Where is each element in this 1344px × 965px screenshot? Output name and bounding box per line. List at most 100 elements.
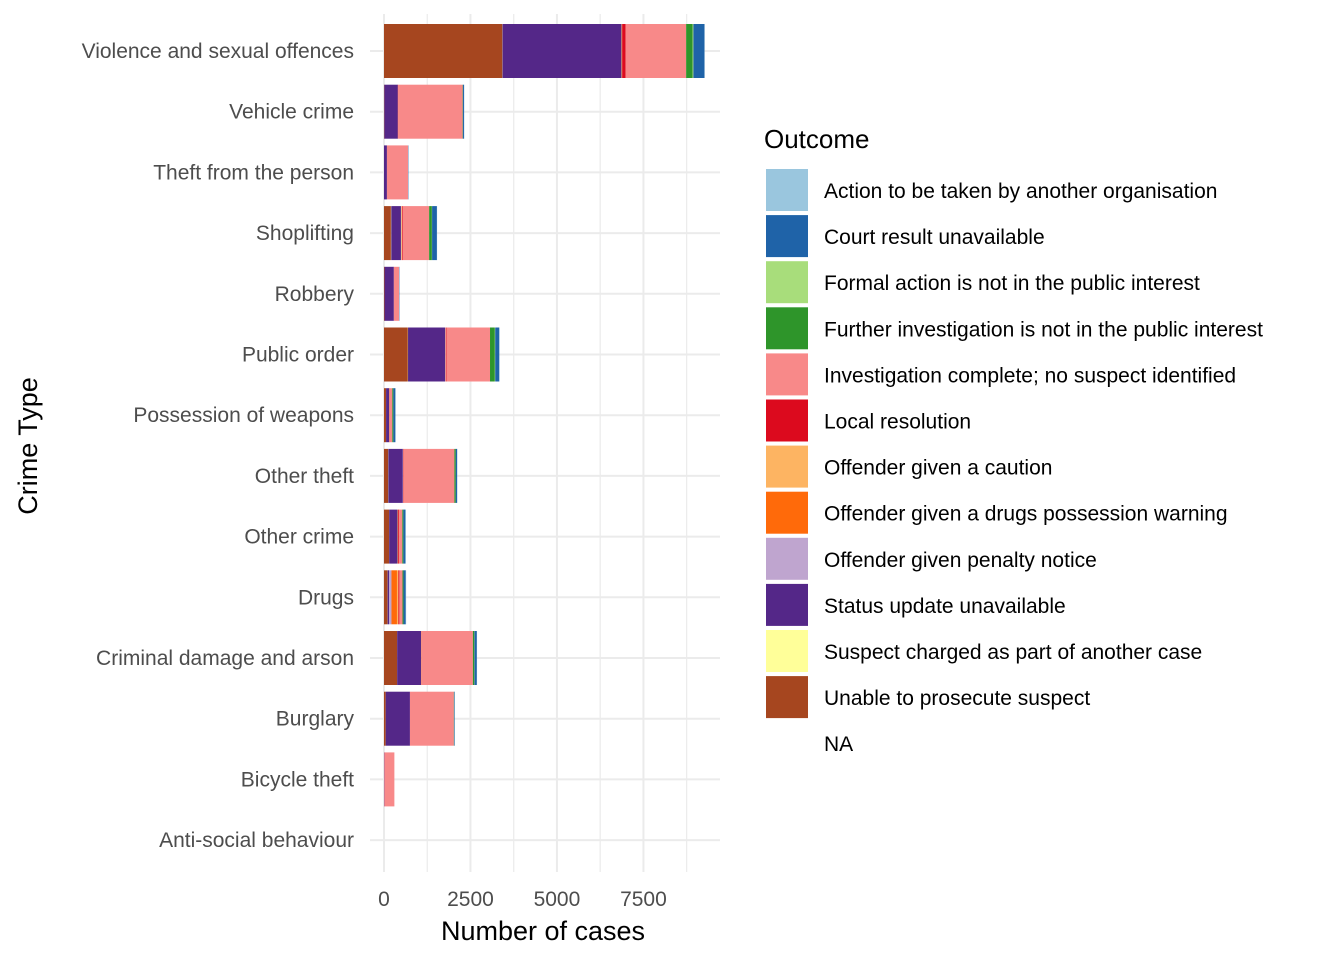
- category-label: Public order: [242, 344, 354, 367]
- legend-swatch-offender-given-penalty-notice: [766, 538, 808, 580]
- legend-label: Formal action is not in the public inter…: [824, 272, 1200, 295]
- bar-segment-offender-given-a-caution: [621, 24, 622, 78]
- bar-stack-violence-and-sexual-offences: [384, 24, 705, 78]
- bar-segment-local-resolution: [446, 328, 447, 382]
- bar-segment-unable-to-prosecute-suspect: [384, 206, 391, 260]
- legend-swatch-formal-action-is-not-in-the-public-interest: [766, 261, 808, 303]
- bar-stack-robbery: [384, 267, 399, 321]
- x-axis-title: Number of cases: [441, 916, 645, 946]
- bar-segment-court-result-unavailable: [404, 570, 406, 624]
- legend-swatch-local-resolution: [766, 400, 808, 442]
- legend: Action to be taken by another organisati…: [766, 169, 1263, 764]
- category-label: Robbery: [275, 283, 355, 306]
- bar-segment-court-result-unavailable: [495, 328, 499, 382]
- bar-segment-status-update-unavailable: [388, 449, 403, 503]
- bar-stack-bicycle-theft: [384, 752, 394, 806]
- x-tick-label: 5000: [534, 888, 581, 911]
- legend-label: Investigation complete; no suspect ident…: [824, 364, 1236, 387]
- bar-segment-investigation-complete-no-suspect-identified: [446, 328, 490, 382]
- bar-segment-further-investigation-is-not-in-the-public-interest: [454, 449, 455, 503]
- legend-swatch-status-update-unavailable: [766, 584, 808, 626]
- bar-segment-status-update-unavailable: [386, 388, 389, 442]
- bar-segment-investigation-complete-no-suspect-identified: [410, 692, 454, 746]
- bar-segment-investigation-complete-no-suspect-identified: [403, 206, 430, 260]
- bar-segment-court-result-unavailable: [403, 510, 405, 564]
- bar-stack-shoplifting: [384, 206, 437, 260]
- bar-segment-local-resolution: [398, 510, 399, 564]
- category-label: Other crime: [244, 526, 354, 549]
- bar-segment-status-update-unavailable: [408, 328, 445, 382]
- bar-stack-burglary: [384, 692, 455, 746]
- bar-stack-drugs: [384, 570, 406, 624]
- bar-segment-status-update-unavailable: [388, 570, 389, 624]
- bar-segment-offender-given-a-caution: [397, 510, 398, 564]
- legend-swatch-na: [766, 722, 808, 764]
- bar-segment-further-investigation-is-not-in-the-public-interest: [403, 570, 404, 624]
- legend-label: Status update unavailable: [824, 595, 1066, 618]
- bar-segment-investigation-complete-no-suspect-identified: [394, 267, 399, 321]
- legend-swatch-court-result-unavailable: [766, 215, 808, 257]
- legend-swatch-offender-given-a-caution: [766, 446, 808, 488]
- legend-label: Offender given a drugs possession warnin…: [824, 503, 1228, 526]
- bar-segment-investigation-complete-no-suspect-identified: [384, 752, 394, 806]
- bar-segment-unable-to-prosecute-suspect: [384, 692, 386, 746]
- bar-segment-court-result-unavailable: [456, 449, 457, 503]
- legend-label: Offender given penalty notice: [824, 549, 1097, 572]
- bar-segment-unable-to-prosecute-suspect: [384, 24, 502, 78]
- bar-segment-further-investigation-is-not-in-the-public-interest: [686, 24, 693, 78]
- legend-label: Unable to prosecute suspect: [824, 687, 1090, 710]
- bar-stack-possession-of-weapons: [384, 388, 395, 442]
- bar-segment-status-update-unavailable: [391, 206, 401, 260]
- bar-segment-court-result-unavailable: [463, 85, 464, 139]
- bar-segment-status-update-unavailable: [502, 24, 621, 78]
- bar-segment-further-investigation-is-not-in-the-public-interest: [402, 510, 403, 564]
- legend-label: Suspect charged as part of another case: [824, 641, 1202, 664]
- legend-title: Outcome: [764, 124, 870, 154]
- bar-stack-other-crime: [384, 510, 406, 564]
- legend-label: NA: [824, 733, 853, 756]
- bar-segment-unable-to-prosecute-suspect: [384, 510, 389, 564]
- y-axis-title: Crime Type: [13, 377, 43, 515]
- bar-stack-public-order: [384, 328, 500, 382]
- bar-segment-status-update-unavailable: [397, 631, 421, 685]
- bar-segment-offender-given-penalty-notice: [389, 570, 391, 624]
- bar-segment-formal-action-is-not-in-the-public-interest: [693, 24, 694, 78]
- category-label: Bicycle theft: [241, 768, 354, 791]
- bar-segment-further-investigation-is-not-in-the-public-interest: [490, 328, 495, 382]
- legend-swatch-action-to-be-taken-by-another-organisation: [766, 169, 808, 211]
- bar-segment-local-resolution: [402, 206, 403, 260]
- bar-segment-investigation-complete-no-suspect-identified: [387, 145, 408, 199]
- bar-segment-investigation-complete-no-suspect-identified: [404, 449, 455, 503]
- legend-label: Action to be taken by another organisati…: [824, 180, 1217, 203]
- bar-stack-other-theft: [384, 449, 457, 503]
- category-label: Shoplifting: [256, 222, 354, 245]
- legend-swatch-investigation-complete-no-suspect-identified: [766, 353, 808, 395]
- legend-swatch-suspect-charged-as-part-of-another-case: [766, 630, 808, 672]
- bar-segment-status-update-unavailable: [384, 145, 387, 199]
- bar-segment-court-result-unavailable: [474, 631, 476, 685]
- bar-segment-investigation-complete-no-suspect-identified: [422, 631, 473, 685]
- bar-segment-unable-to-prosecute-suspect: [384, 388, 386, 442]
- bar-segment-unable-to-prosecute-suspect: [384, 631, 397, 685]
- bar-segment-court-result-unavailable: [393, 388, 395, 442]
- bar-segment-status-update-unavailable: [389, 510, 397, 564]
- bar-segment-status-update-unavailable: [384, 85, 397, 139]
- category-label: Drugs: [298, 586, 354, 609]
- bar-segment-court-result-unavailable: [454, 692, 455, 746]
- bar-stack-vehicle-crime: [384, 85, 464, 139]
- legend-label: Further investigation is not in the publ…: [824, 318, 1263, 341]
- category-label: Vehicle crime: [229, 101, 354, 124]
- x-tick-label: 7500: [620, 888, 667, 911]
- legend-label: Offender given a caution: [824, 457, 1052, 480]
- x-tick-labels: 0 2500 5000 7500: [378, 888, 667, 911]
- bar-segment-unable-to-prosecute-suspect: [384, 570, 387, 624]
- bar-stack-criminal-damage-and-arson: [384, 631, 477, 685]
- category-label: Violence and sexual offences: [82, 40, 354, 63]
- category-label: Burglary: [276, 708, 355, 731]
- bar-segment-local-resolution: [622, 24, 625, 78]
- bar-segment-further-investigation-is-not-in-the-public-interest: [473, 631, 474, 685]
- x-tick-label: 2500: [447, 888, 494, 911]
- x-tick-label: 0: [378, 888, 390, 911]
